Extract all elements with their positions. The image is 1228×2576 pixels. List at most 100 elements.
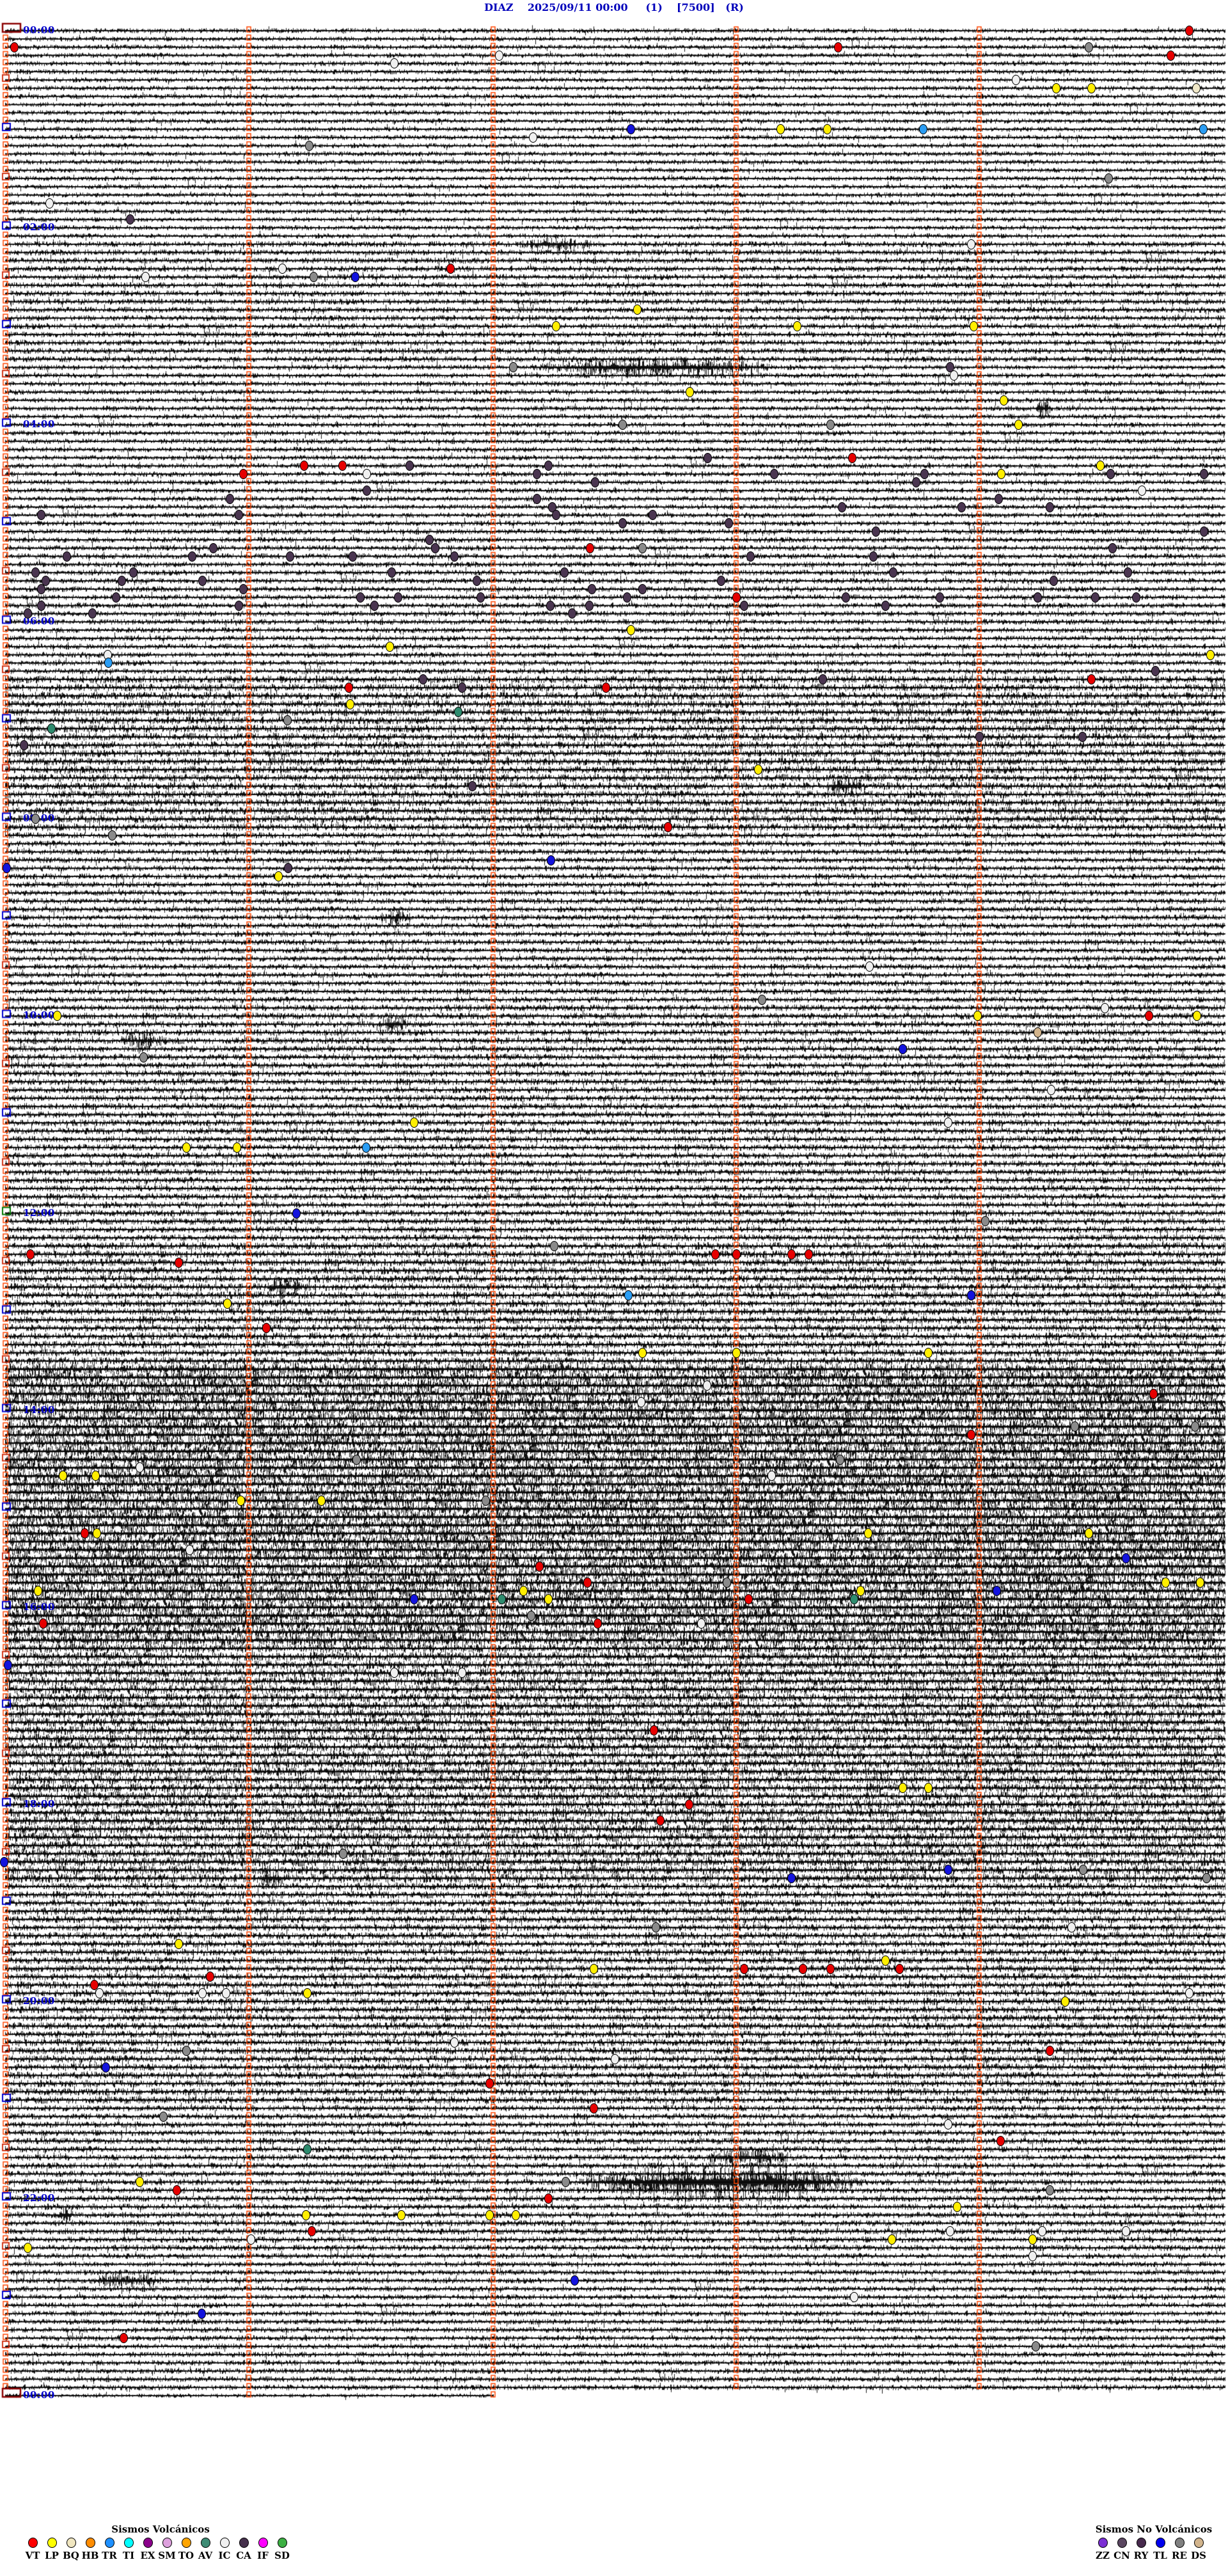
event-marker-p[interactable] [1124,567,1132,578]
event-marker-w[interactable] [1067,1922,1076,1933]
event-marker-r[interactable] [26,1249,35,1260]
event-marker-p[interactable] [746,551,755,562]
event-marker-b[interactable] [944,1865,952,1876]
event-marker-p[interactable] [842,592,850,603]
event-marker-p[interactable] [552,510,560,521]
event-marker-r[interactable] [175,1257,183,1268]
event-marker-p[interactable] [458,682,466,693]
event-marker-w[interactable] [1012,75,1020,86]
event-marker-r[interactable] [732,1249,741,1260]
event-marker-r[interactable] [848,452,856,463]
event-marker-y[interactable] [823,124,831,135]
event-marker-y[interactable] [856,1586,865,1597]
event-marker-r[interactable] [10,42,19,52]
event-marker-g[interactable] [550,1240,558,1251]
event-marker-w[interactable] [1038,2226,1046,2237]
event-marker-p[interactable] [31,567,40,578]
event-marker-y[interactable] [888,2234,896,2245]
event-marker-y[interactable] [1161,1577,1170,1588]
event-marker-r[interactable] [711,1249,720,1260]
event-marker-y[interactable] [1206,649,1215,660]
event-marker-r[interactable] [834,42,842,52]
event-marker-w[interactable] [1101,1002,1109,1013]
event-marker-w[interactable] [198,1988,207,1999]
event-marker-b[interactable] [993,1586,1001,1597]
event-marker-p[interactable] [869,551,878,562]
event-marker-b[interactable] [198,2308,206,2319]
event-marker-w[interactable] [458,1668,466,1679]
event-marker-p[interactable] [129,567,138,578]
event-marker-r[interactable] [485,2078,494,2089]
event-marker-b[interactable] [292,1208,301,1219]
event-marker-p[interactable] [388,567,396,578]
event-marker-r[interactable] [799,1963,807,1974]
event-marker-b[interactable] [1122,1553,1130,1563]
event-marker-y[interactable] [410,1118,418,1128]
event-marker-w[interactable] [185,1544,194,1555]
event-marker-w[interactable] [450,2037,459,2048]
event-marker-w[interactable] [247,2234,255,2245]
event-marker-p[interactable] [957,502,966,512]
event-marker-p[interactable] [560,567,569,578]
event-marker-y[interactable] [899,1783,907,1794]
event-marker-y[interactable] [627,625,635,636]
event-marker-y[interactable] [223,1298,232,1309]
event-marker-g[interactable] [562,2177,570,2188]
event-marker-r[interactable] [1145,1011,1153,1022]
event-marker-p[interactable] [546,600,555,611]
event-marker-r[interactable] [744,1593,753,1604]
event-marker-g[interactable] [638,542,647,553]
event-marker-y[interactable] [776,124,785,135]
event-marker-y[interactable] [997,469,1005,480]
event-marker-g[interactable] [1046,2185,1054,2196]
event-marker-p[interactable] [239,583,248,594]
event-marker-w[interactable] [944,2119,952,2130]
event-marker-p[interactable] [473,576,481,587]
event-marker-p[interactable] [476,592,485,603]
event-marker-w[interactable] [390,58,398,69]
event-marker-r[interactable] [583,1577,592,1588]
event-marker-p[interactable] [872,526,880,537]
event-marker-p[interactable] [1151,666,1160,677]
event-marker-r[interactable] [308,2226,316,2237]
event-marker-w[interactable] [703,1380,711,1391]
event-marker-w[interactable] [495,50,503,61]
event-marker-g[interactable] [482,1495,490,1506]
event-marker-g[interactable] [836,1454,844,1465]
event-marker-r[interactable] [1087,674,1096,685]
event-marker-w[interactable] [136,1462,144,1473]
event-marker-w[interactable] [529,132,537,143]
event-marker-r[interactable] [239,469,248,480]
event-marker-b[interactable] [967,1290,975,1300]
event-marker-r[interactable] [602,682,610,693]
event-marker-p[interactable] [286,551,294,562]
event-marker-y[interactable] [175,1939,183,1950]
event-marker-y[interactable] [754,764,762,775]
event-marker-p[interactable] [588,583,596,594]
event-marker-g[interactable] [139,1052,148,1063]
event-marker-y[interactable] [519,1586,528,1597]
event-marker-y[interactable] [346,699,354,709]
event-marker-p[interactable] [533,469,541,480]
event-marker-p[interactable] [126,214,134,225]
event-marker-p[interactable] [1078,731,1087,742]
event-marker-y[interactable] [24,2242,32,2253]
event-marker-y[interactable] [237,1495,245,1506]
event-marker-g[interactable] [723,1577,731,1588]
event-marker-p[interactable] [37,583,45,594]
event-marker-y[interactable] [317,1495,326,1506]
event-marker-a[interactable] [47,723,56,734]
event-marker-p[interactable] [118,576,126,587]
event-marker-b[interactable] [787,1873,796,1884]
event-marker-w[interactable] [967,239,975,249]
event-marker-p[interactable] [370,600,379,611]
event-marker-r[interactable] [1185,26,1193,36]
event-marker-y[interactable] [973,1011,982,1022]
event-marker-y[interactable] [881,1955,890,1966]
event-marker-w[interactable] [697,1618,705,1629]
event-marker-p[interactable] [356,592,365,603]
event-marker-p[interactable] [717,576,725,587]
event-marker-y[interactable] [1085,1528,1093,1539]
event-marker-b[interactable] [627,124,635,135]
